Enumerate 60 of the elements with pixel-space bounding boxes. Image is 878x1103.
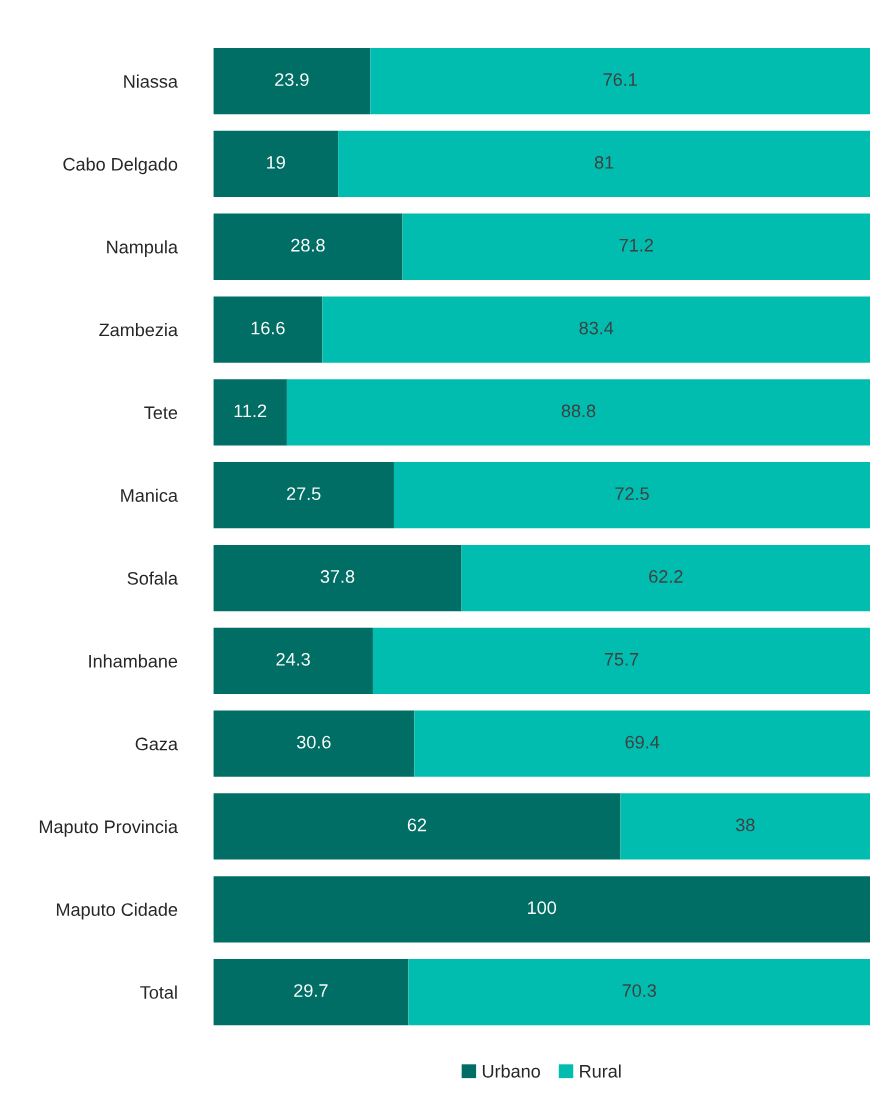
bar xyxy=(213,710,415,777)
bar xyxy=(620,793,871,860)
data-label: 24.3 xyxy=(276,652,310,666)
legend-label: Urbano xyxy=(482,1064,540,1078)
bar xyxy=(213,213,403,280)
bar xyxy=(213,130,339,198)
bar xyxy=(414,710,871,777)
data-label: 62.2 xyxy=(649,570,683,583)
y-tick-label: Total xyxy=(140,985,177,999)
bar xyxy=(408,958,871,1026)
y-tick-label: Manica xyxy=(121,488,178,502)
bar xyxy=(213,544,462,612)
data-label: 100 xyxy=(528,901,557,915)
y-tick-label: Cabo Delgado xyxy=(63,157,178,175)
data-label: 27.5 xyxy=(287,487,321,501)
y-tick-label: Sofala xyxy=(127,571,178,585)
data-label: 11.2 xyxy=(234,404,267,418)
bar xyxy=(213,627,373,694)
bar xyxy=(286,379,871,446)
data-label: 70.3 xyxy=(622,984,657,997)
data-label: 28.8 xyxy=(291,238,325,252)
data-label: 76.1 xyxy=(603,73,637,86)
data-label: 71.2 xyxy=(619,238,653,252)
y-tick-label: Gaza xyxy=(135,737,178,751)
data-label: 23.9 xyxy=(275,73,309,86)
data-label: 29.7 xyxy=(294,984,328,997)
bar xyxy=(213,793,621,860)
data-label: 19 xyxy=(267,155,285,169)
bar xyxy=(393,462,871,529)
bar xyxy=(402,213,871,280)
bar xyxy=(213,876,871,943)
bar xyxy=(213,462,394,529)
data-label: 72.5 xyxy=(615,487,649,501)
bar xyxy=(213,958,409,1026)
data-label: 30.6 xyxy=(296,735,331,749)
data-label: 88.8 xyxy=(561,404,596,418)
y-tick-label: Zambezia xyxy=(99,323,178,337)
bar xyxy=(372,627,871,694)
data-label: 62 xyxy=(407,818,427,832)
y-tick-label: Inhambane xyxy=(89,654,178,668)
data-label: 37.8 xyxy=(320,570,355,583)
legend-label: Rural xyxy=(580,1064,621,1078)
data-label: 75.7 xyxy=(604,653,639,666)
data-label: 83.4 xyxy=(579,321,614,335)
data-label: 16.6 xyxy=(251,321,285,335)
y-tick-label: Maputo Cidade xyxy=(56,902,178,920)
data-label: 38 xyxy=(735,818,755,832)
y-tick-label: Maputo Provincia xyxy=(39,819,178,837)
y-tick-label: Niassa xyxy=(124,74,178,88)
bar xyxy=(338,130,871,198)
y-tick-label: Nampula xyxy=(107,240,178,258)
data-label: 69.4 xyxy=(625,735,660,749)
bar xyxy=(370,47,871,115)
bar xyxy=(322,296,871,363)
bar xyxy=(213,47,371,115)
y-tick-label: Tete xyxy=(144,406,178,420)
bar xyxy=(213,379,287,446)
bar xyxy=(461,544,871,612)
bar xyxy=(213,296,323,363)
data-label: 81 xyxy=(594,155,614,169)
